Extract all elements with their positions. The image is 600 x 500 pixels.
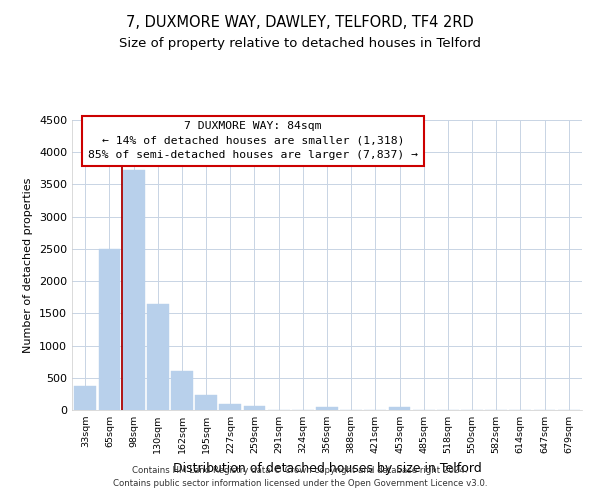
Bar bbox=[220, 404, 241, 410]
Text: Size of property relative to detached houses in Telford: Size of property relative to detached ho… bbox=[119, 38, 481, 51]
Bar bbox=[316, 407, 338, 410]
Bar bbox=[147, 304, 169, 410]
Bar bbox=[171, 372, 193, 410]
X-axis label: Distribution of detached houses by size in Telford: Distribution of detached houses by size … bbox=[173, 462, 481, 474]
Bar bbox=[244, 406, 265, 410]
Y-axis label: Number of detached properties: Number of detached properties bbox=[23, 178, 34, 352]
Bar bbox=[195, 394, 217, 410]
Bar bbox=[123, 170, 145, 410]
Bar bbox=[98, 249, 121, 410]
Text: 7 DUXMORE WAY: 84sqm
← 14% of detached houses are smaller (1,318)
85% of semi-de: 7 DUXMORE WAY: 84sqm ← 14% of detached h… bbox=[88, 122, 418, 160]
Text: Contains HM Land Registry data © Crown copyright and database right 2024.
Contai: Contains HM Land Registry data © Crown c… bbox=[113, 466, 487, 487]
Bar bbox=[74, 386, 96, 410]
Text: 7, DUXMORE WAY, DAWLEY, TELFORD, TF4 2RD: 7, DUXMORE WAY, DAWLEY, TELFORD, TF4 2RD bbox=[126, 15, 474, 30]
Bar bbox=[389, 407, 410, 410]
